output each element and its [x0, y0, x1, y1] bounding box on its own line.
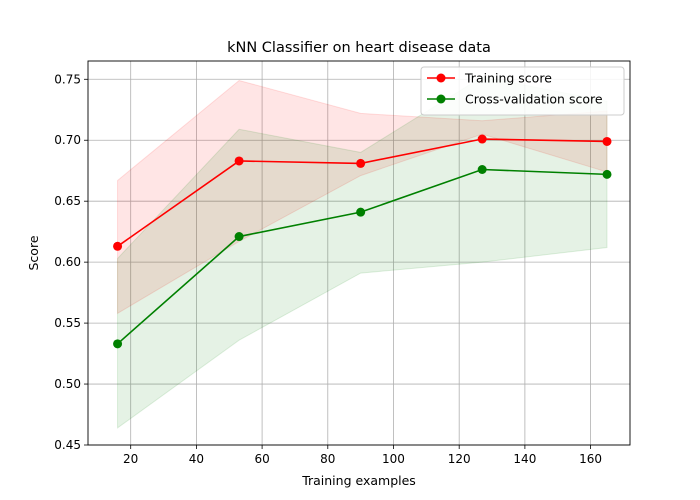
y-tick-label: 0.70	[54, 133, 81, 147]
series-1-point	[477, 134, 487, 144]
y-tick-label: 0.55	[54, 316, 81, 330]
y-tick-label: 0.50	[54, 377, 81, 391]
series-2-point	[113, 339, 123, 349]
chart-title: kNN Classifier on heart disease data	[227, 40, 491, 56]
x-tick-label: 120	[448, 452, 471, 466]
x-axis-label: Training examples	[301, 473, 416, 488]
legend-label-2: Cross-validation score	[465, 92, 603, 107]
x-tick-label: 80	[320, 452, 335, 466]
plot-area: 20 40 60 80 100 120 140 160 0.45 0.50 0.55 0.60 0.65…	[54, 60, 631, 466]
y-tick-label: 0.60	[54, 255, 81, 269]
series-1-point	[356, 158, 366, 168]
x-tick-label: 20	[123, 452, 138, 466]
y-tick-label: 0.45	[54, 438, 81, 452]
legend-marker-1	[436, 73, 446, 83]
legend-marker-2	[436, 94, 446, 104]
x-tick-label: 140	[513, 452, 536, 466]
series-1-point	[234, 156, 244, 166]
series-2-point	[234, 232, 244, 242]
x-tick-label: 60	[254, 452, 269, 466]
series-1-point	[113, 241, 123, 251]
y-tick-label: 0.75	[54, 72, 81, 86]
y-axis-label: Score	[26, 235, 41, 270]
axes-frame	[87, 60, 631, 446]
legend-label-1: Training score	[464, 71, 552, 86]
x-tick-label: 40	[189, 452, 204, 466]
x-tick-label: 160	[579, 452, 602, 466]
series-2-point	[602, 169, 612, 179]
x-tick-label: 100	[382, 452, 405, 466]
series-2-point	[356, 207, 366, 217]
series-1-point	[602, 136, 612, 146]
y-tick-label: 0.65	[54, 194, 81, 208]
legend-box	[420, 66, 625, 116]
series-2-point	[477, 164, 487, 174]
